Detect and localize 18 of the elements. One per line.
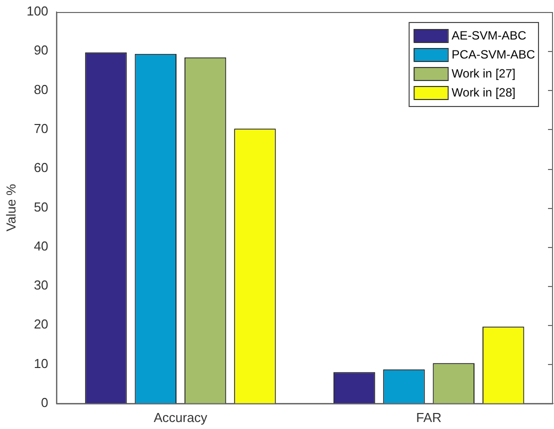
legend-label: AE-SVM-ABC [452,28,527,42]
legend-label: Work in [28] [452,85,516,100]
y-tick-label: 100 [26,4,48,19]
y-tick-label: 40 [34,238,48,254]
x-tick-label: FAR [416,410,442,425]
y-tick-label: 20 [34,316,48,332]
y-tick-label: 50 [34,199,48,214]
y-tick-label: 80 [34,82,48,97]
y-tick-label: 30 [34,278,48,293]
legend-label: Work in [27] [452,66,516,80]
y-tick-label: 60 [34,160,48,176]
y-axis-title: Value % [3,184,18,232]
y-tick-label: 70 [34,121,48,136]
y-tick-label: 90 [34,42,48,58]
x-tick-label: Accuracy [154,410,208,425]
legend-label: PCA-SVM-ABC [452,47,536,62]
y-tick-label: 10 [34,356,48,371]
y-tick-label: 0 [41,394,48,410]
